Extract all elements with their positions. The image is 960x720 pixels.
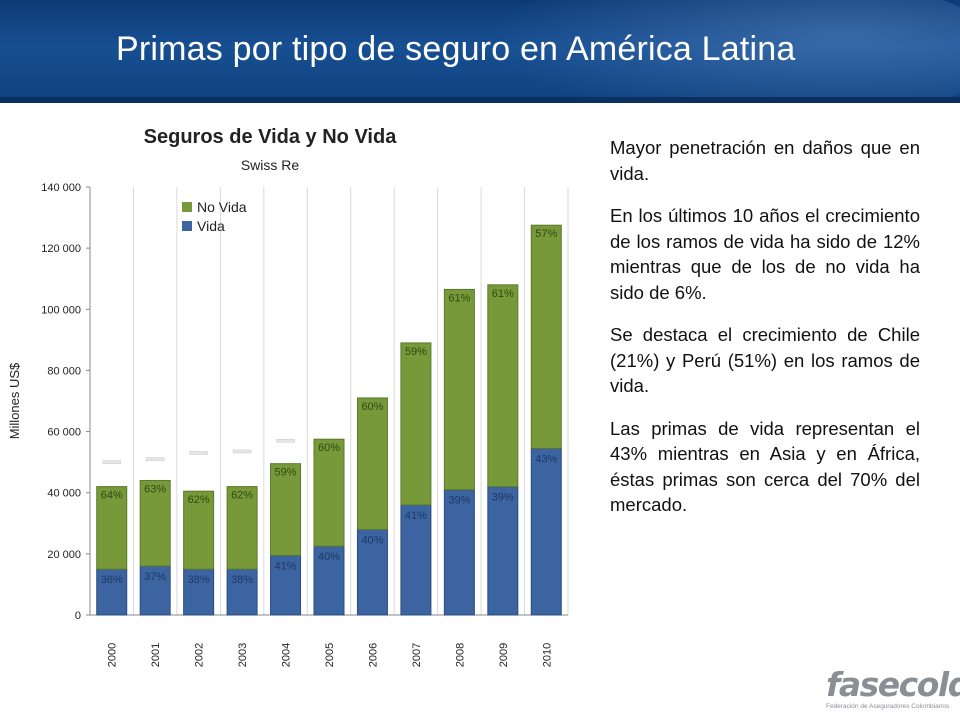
bar-no-vida	[226, 486, 258, 570]
data-label-vida: 37%	[144, 571, 166, 583]
bar-vida	[356, 528, 388, 616]
x-tick-label: 2008	[454, 643, 466, 667]
reference-mark	[102, 460, 121, 464]
bar-vida	[530, 447, 562, 616]
paragraph-share: Las primas de vida representan el 43% mi…	[610, 417, 920, 516]
bar-no-vida	[356, 397, 388, 530]
bar-vida	[443, 489, 475, 616]
y-tick-label: 100 000	[41, 304, 81, 316]
bar-no-vida	[530, 224, 562, 449]
reference-mark	[189, 451, 208, 455]
bar-no-vida	[313, 438, 345, 547]
data-label-no-vida: 61%	[448, 292, 470, 304]
logo-word: fasecolda	[826, 665, 960, 704]
y-tick-label: 0	[75, 610, 81, 622]
logo-tagline: Federación de Aseguradores Colombianos	[826, 703, 950, 710]
data-label-no-vida: 61%	[492, 288, 514, 300]
data-label-no-vida: 59%	[275, 467, 297, 479]
stacked-bar-chart: 0 20 000 40 000 60 000 80 000 100 000 120 000 1…	[7, 182, 569, 667]
x-tick-label: 2010	[541, 643, 553, 667]
bar-vida	[226, 568, 258, 616]
bar-vida	[313, 545, 345, 616]
bar-no-vida	[400, 342, 432, 506]
reference-mark	[145, 457, 165, 461]
paragraph-growth: En los últimos 10 años el crecimiento de…	[610, 205, 920, 303]
bar-no-vida	[443, 288, 475, 491]
data-label-no-vida: 57%	[535, 228, 557, 240]
bar-no-vida	[139, 479, 171, 567]
data-label-no-vida: 64%	[101, 490, 123, 502]
chart-title: Seguros de Vida y No Vida	[143, 126, 397, 148]
bar-no-vida	[96, 486, 128, 570]
data-label-vida: 39%	[492, 492, 514, 504]
data-label-vida: 40%	[361, 534, 383, 546]
slide-title: Primas por tipo de seguro en América Lat…	[116, 30, 796, 68]
x-tick-label: 2005	[324, 643, 336, 667]
data-label-vida: 40%	[318, 551, 340, 563]
data-label-no-vida: 60%	[318, 442, 340, 454]
y-tick-label: 40 000	[47, 488, 81, 500]
data-label-vida: 43%	[535, 453, 557, 465]
x-tick-label: 2003	[237, 643, 249, 667]
data-label-vida: 41%	[405, 510, 427, 522]
chart-subtitle: Swiss Re	[240, 157, 300, 173]
bar-vida	[270, 554, 302, 616]
data-label-vida: 38%	[231, 574, 253, 586]
y-tick-label: 60 000	[47, 427, 81, 439]
x-tick-label: 2000	[107, 643, 119, 667]
x-tick-label: 2002	[194, 643, 206, 667]
data-label-no-vida: 63%	[144, 483, 166, 495]
slide-header	[0, 0, 960, 103]
y-tick-label: 140 000	[41, 182, 81, 194]
reference-mark	[276, 438, 295, 443]
legend-swatch-no-vida	[182, 202, 192, 212]
bar-no-vida	[270, 463, 302, 556]
y-tick-label: 120 000	[41, 243, 81, 255]
x-tick-label: 2004	[281, 643, 293, 667]
bar-vida	[96, 568, 128, 616]
y-axis-label: Millones US$	[7, 362, 22, 439]
y-tick-label: 80 000	[47, 365, 81, 377]
x-tick-label: 2001	[150, 643, 162, 667]
data-label-no-vida: 62%	[231, 490, 253, 502]
x-tick-label: 2006	[367, 643, 379, 667]
legend-label-vida: Vida	[197, 218, 225, 234]
data-label-no-vida: 60%	[361, 401, 383, 413]
legend-swatch-vida	[182, 221, 192, 231]
legend-label-no-vida: No Vida	[197, 199, 247, 215]
bar-vida	[487, 486, 519, 616]
x-tick-label: 2009	[498, 643, 510, 667]
paragraph-penetration: Mayor penetración en daños que en vida.	[610, 137, 920, 184]
bar-no-vida	[183, 490, 215, 570]
bar-no-vida	[487, 284, 519, 488]
paragraph-chile-peru: Se destaca el crecimiento de Chile (21%)…	[610, 324, 920, 396]
x-tick-label: 2007	[411, 643, 423, 667]
bar-vida	[400, 504, 432, 616]
header-band	[0, 97, 960, 103]
data-label-vida: 36%	[101, 574, 123, 586]
y-tick-label: 20 000	[47, 549, 81, 561]
text-panel: Mayor penetración en daños que en vida. …	[610, 135, 920, 535]
fasecolda-logo: fasecolda Federación de Aseguradores Col…	[826, 665, 960, 712]
header-decoration	[480, 0, 960, 103]
data-label-vida: 39%	[448, 495, 470, 507]
data-label-no-vida: 62%	[188, 494, 210, 506]
data-label-vida: 38%	[188, 574, 210, 586]
data-label-vida: 41%	[275, 560, 297, 572]
reference-mark	[232, 449, 252, 454]
data-label-no-vida: 59%	[405, 346, 427, 358]
